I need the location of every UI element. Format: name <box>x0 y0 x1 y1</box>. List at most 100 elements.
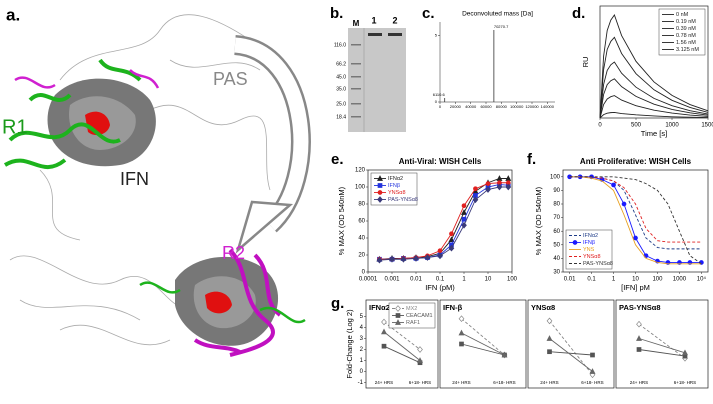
y-tick-label: 30 <box>553 270 560 276</box>
legend-marker <box>377 175 383 181</box>
series-line <box>383 331 421 361</box>
chart-title: Deconvoluted mass [Da] <box>462 11 533 18</box>
legend-label: YNS <box>583 247 595 253</box>
data-point <box>400 255 407 263</box>
data-point <box>381 328 387 335</box>
data-point <box>461 216 467 222</box>
data-point <box>621 201 627 207</box>
data-point <box>461 221 467 229</box>
y-tick-label: 60 <box>553 229 560 235</box>
marker-label: 45.0 <box>336 74 346 80</box>
receptor-r2 <box>14 69 160 89</box>
data-point <box>472 196 479 204</box>
y-tick-label: 0 <box>362 270 366 276</box>
x-tick-label: 0.1 <box>587 277 596 283</box>
series-line <box>383 345 421 364</box>
legend-label: YNSα8 <box>388 190 406 196</box>
legend-marker <box>377 183 383 188</box>
series-line <box>599 36 709 119</box>
data-point <box>437 252 443 260</box>
legend-label: RAF1 <box>406 320 420 326</box>
panel-label: e. <box>331 151 344 168</box>
legend-label: 1.56 nM <box>676 40 696 46</box>
loop <box>9 255 201 346</box>
series-line <box>638 349 686 357</box>
legend-label: MX2 <box>406 306 417 312</box>
x-tick-label: 1000 <box>673 277 687 283</box>
data-point <box>501 351 508 358</box>
series-line <box>638 338 686 354</box>
chart-title: YNSα8 <box>531 303 555 312</box>
panel-label: a. <box>6 5 20 24</box>
data-point <box>633 235 638 241</box>
x-axis-label: [IFN] pM <box>621 283 650 292</box>
data-point <box>496 183 503 191</box>
gel-band <box>368 33 382 36</box>
data-point <box>485 181 491 186</box>
legend-label: PAS-YNSα8 <box>388 197 418 203</box>
series-line <box>638 323 686 359</box>
legend-label: IFNβ <box>388 183 400 189</box>
structure-label: IFN <box>120 169 149 189</box>
series-line <box>569 176 702 265</box>
x-tick-label: 1 <box>612 277 616 283</box>
y-tick-label: 120 <box>355 168 366 174</box>
x-tick-label: 40000 <box>465 104 477 109</box>
marker-label: 116.0 <box>334 42 346 48</box>
series-line <box>569 176 702 265</box>
y-tick-label: 1 <box>360 358 364 364</box>
structure-label: R2 <box>222 243 245 263</box>
x-tick-label: 20000 <box>450 104 462 109</box>
peak-label: 6110.6 <box>433 92 446 97</box>
marker-label: 66.2 <box>336 61 346 67</box>
data-point <box>449 231 454 237</box>
x-category-label: 24+ HRS <box>452 380 470 385</box>
data-point <box>546 335 553 341</box>
gel-band <box>388 33 402 36</box>
x-tick-label: 500 <box>631 123 642 129</box>
x-category-label: 6+18- HRS <box>493 380 515 385</box>
y-tick-label: 0 <box>360 369 364 375</box>
data-point <box>381 343 387 349</box>
x-tick-label: 10 <box>485 277 492 283</box>
series-line <box>599 95 709 119</box>
y-tick-label: 40 <box>553 256 560 262</box>
loop <box>39 14 271 241</box>
data-point <box>461 209 467 215</box>
series-line <box>599 111 709 119</box>
legend-label: 3.125 nM <box>676 47 699 53</box>
x-tick-label: 0.0001 <box>359 277 378 283</box>
y-tick-label: 100 <box>355 185 366 191</box>
x-tick-label: 1000 <box>665 123 679 129</box>
y-tick-label: 80 <box>358 202 365 208</box>
chart-title: IFN-β <box>443 303 463 312</box>
series-line <box>599 61 709 119</box>
x-tick-label: 10 <box>632 277 639 283</box>
y-tick-label: 40 <box>358 236 365 242</box>
data-point <box>589 368 596 374</box>
series-line <box>549 338 593 372</box>
chart-title: IFNα2 <box>369 303 390 312</box>
x-category-label: 6+18- HRS <box>674 380 696 385</box>
lane-label: M <box>353 19 360 28</box>
x-axis-label: IFN (pM) <box>425 283 455 292</box>
x-tick-label: 0.01 <box>410 277 422 283</box>
y-tick-label: 60 <box>358 219 365 225</box>
y-tick-label: 5 <box>360 314 364 320</box>
data-point <box>547 349 552 355</box>
y-tick-label: 4 <box>360 325 364 331</box>
data-point <box>448 244 455 252</box>
panel-label: d. <box>572 5 585 22</box>
interface <box>205 291 232 314</box>
data-point <box>448 236 455 243</box>
panel-label: b. <box>330 5 343 22</box>
lane-label: 1 <box>371 15 376 25</box>
panel-label: c. <box>422 5 435 22</box>
y-tick-label: 20 <box>358 253 365 259</box>
y-tick-label: 100 <box>550 174 561 180</box>
data-point <box>458 315 465 323</box>
data-point <box>636 320 642 328</box>
structure-label: PAS <box>213 69 248 89</box>
legend-marker <box>377 196 383 203</box>
